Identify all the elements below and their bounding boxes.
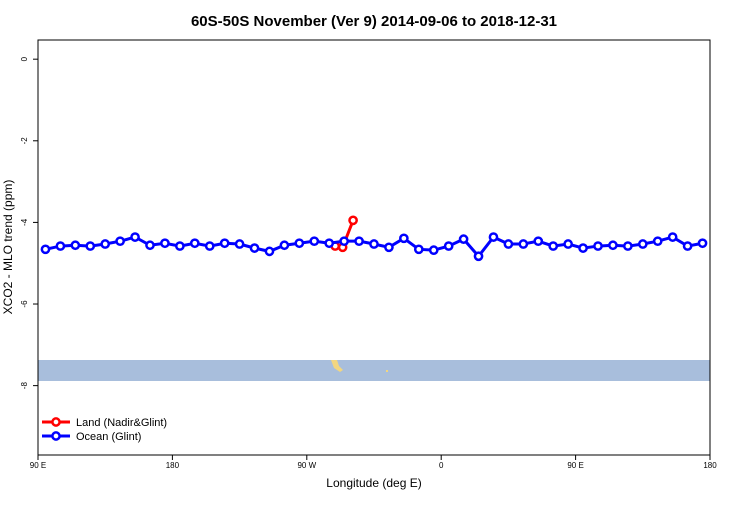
data-point (55, 241, 66, 251)
x-tick-label: 90 E (30, 461, 46, 470)
data-point (249, 243, 260, 253)
data-point (682, 241, 693, 251)
data-point (70, 240, 81, 251)
data-point (458, 234, 469, 244)
data-point (593, 241, 603, 251)
data-point (354, 236, 364, 247)
data-point (348, 215, 358, 226)
data-point (369, 239, 379, 249)
data-point (130, 232, 140, 242)
x-tick-label: 90 W (297, 461, 316, 470)
y-tick-label: 0 (20, 56, 29, 61)
data-point (548, 241, 559, 251)
x-tick-label: 180 (703, 461, 717, 470)
data-point (160, 238, 170, 249)
x-tick-label: 0 (439, 461, 444, 470)
data-point (413, 244, 424, 255)
map-strip (38, 360, 710, 381)
data-point (279, 240, 290, 251)
data-point (637, 239, 648, 249)
y-tick-label: -4 (20, 218, 29, 226)
data-point (189, 238, 200, 249)
legend-marker (51, 431, 61, 441)
y-tick-label: -2 (20, 137, 29, 145)
data-point (294, 238, 305, 249)
legend-label: Ocean (Glint) (76, 431, 141, 443)
data-point (623, 241, 633, 251)
data-point (697, 238, 708, 249)
plot-frame (37, 39, 711, 456)
data-point (219, 238, 230, 249)
data-point (399, 233, 409, 244)
data-point (234, 239, 245, 249)
y-tick-label: -6 (20, 300, 29, 308)
data-point (667, 232, 678, 242)
data-point (428, 245, 439, 256)
data-point (85, 241, 96, 251)
y-tick-label: -8 (20, 382, 29, 390)
x-axis-label: Longitude (deg E) (326, 476, 421, 490)
data-point (488, 232, 499, 242)
land-patch (386, 370, 388, 372)
data-point (652, 236, 663, 247)
data-point (563, 239, 573, 249)
data-point (578, 243, 588, 253)
data-point (339, 236, 349, 247)
data-point (503, 239, 514, 249)
data-point (204, 241, 215, 251)
data-point (608, 240, 618, 251)
data-point (324, 238, 335, 249)
data-point (309, 236, 320, 247)
data-point (533, 236, 544, 247)
data-point (443, 241, 454, 251)
data-point (518, 239, 529, 249)
chart-title: 60S-50S November (Ver 9) 2014-09-06 to 2… (191, 13, 557, 30)
y-axis-label: XCO2 - MLO trend (ppm) (1, 180, 15, 315)
data-point (473, 251, 484, 262)
data-point (175, 241, 185, 251)
data-point (115, 236, 125, 247)
legend-label: Land (Nadir&Glint) (76, 417, 167, 429)
data-point (40, 244, 51, 255)
x-tick-label: 90 E (567, 461, 583, 470)
data-point (264, 246, 275, 257)
data-point (100, 239, 111, 249)
data-point (145, 240, 155, 251)
land-patch (331, 360, 343, 372)
legend-marker (51, 417, 61, 427)
x-tick-label: 180 (166, 461, 180, 470)
data-point (384, 242, 394, 253)
